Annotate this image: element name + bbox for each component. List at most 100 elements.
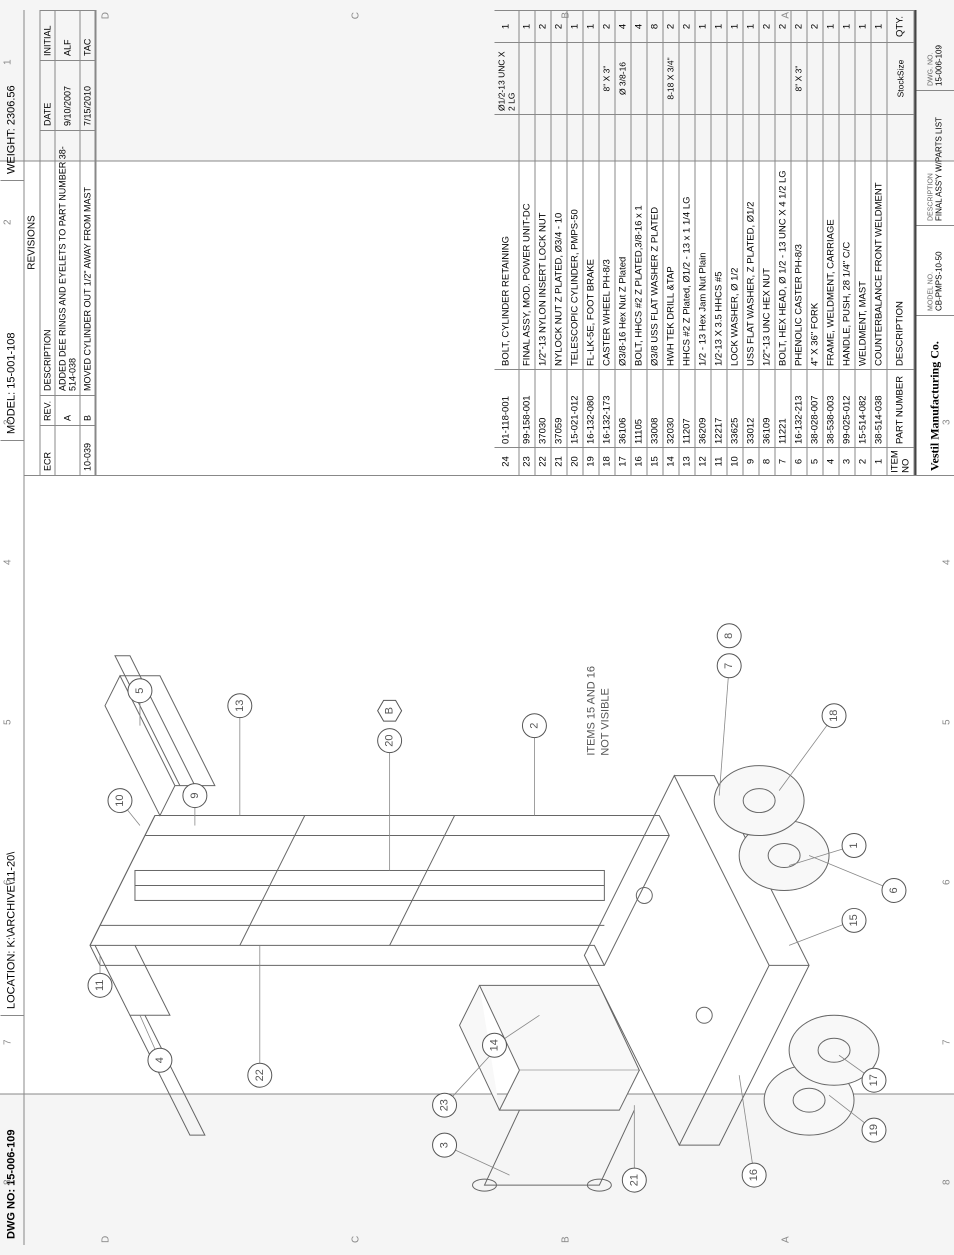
bom-stock-size	[871, 42, 886, 114]
bom-item-no: 5	[807, 447, 822, 475]
bom-hdr-part: PART NUMBER	[887, 369, 913, 447]
svg-text:2: 2	[528, 723, 540, 729]
zone-row: B	[560, 12, 571, 19]
bom-row: 17 36106 Ø3/8-16 Hex Nut Z Plated Ø 3/8-…	[615, 10, 631, 475]
bom-qty: 8	[647, 10, 662, 42]
bom-description: 1/2 - 13 Hex Jam Nut Plain	[695, 114, 710, 369]
bom-qty: 2	[807, 10, 822, 42]
zone-row: D	[100, 12, 111, 19]
drawing-note: ITEMS 15 AND 16NOT VISIBLE	[585, 666, 611, 756]
bom-stock-size	[567, 42, 582, 114]
bom-row: 12 36209 1/2 - 13 Hex Jam Nut Plain 1	[695, 10, 711, 475]
bom-description: WELDMENT, MAST	[855, 114, 870, 369]
bom-item-no: 17	[615, 447, 630, 475]
location-label: LOCATION:	[6, 951, 18, 1009]
bom-stock-size	[823, 42, 838, 114]
bom-row: 21 37059 NYLOCK NUT Z PLATED, Ø3/4 - 10 …	[551, 10, 567, 475]
bom-qty: 1	[871, 10, 886, 42]
page-landscape: 8 7 6 5 4 3 2 1 8 7 6 5 4 3 D C B A D C …	[0, 10, 954, 1245]
tb-dwg-value: 15-006-109	[934, 14, 943, 86]
balloon: 5	[127, 679, 151, 703]
bom-description: FL-LK-5E, FOOT BRAKE	[583, 114, 598, 369]
bom-row: 7 11221 BOLT, HEX HEAD, Ø 1/2 - 13 UNC X…	[775, 10, 791, 475]
balloon: 10	[107, 789, 131, 813]
bom-part-no: 38-028-007	[807, 369, 822, 447]
bom-qty: 1	[823, 10, 838, 42]
bom-part-no: 32030	[663, 369, 678, 447]
bom-row: 23 99-158-001 FINAL ASSY, MOD. POWER UNI…	[519, 10, 535, 475]
bom-description: 1/2-13 X 3.5 HHCS #5	[711, 114, 726, 369]
assembly-drawing: 1110452291320B3231422116781917151618 ITE…	[24, 476, 954, 1245]
tb-dwg-no: DWG. NO. 15-006-109	[916, 10, 954, 90]
bom-description: BOLT, HEX HEAD, Ø 1/2 - 13 UNC X 4 1/2 L…	[775, 114, 790, 369]
balloon: 17	[862, 1068, 886, 1092]
bom-item-no: 10	[727, 447, 742, 475]
bom-part-no: 33012	[743, 369, 758, 447]
bom-hdr-item: ITEM NO	[887, 447, 913, 475]
svg-text:6: 6	[887, 887, 899, 893]
bom-description: USS FLAT WASHER, Z PLATED, Ø1/2	[743, 114, 758, 369]
bom-stock-size	[775, 42, 790, 114]
rev-hdr-init: INITIAL	[40, 10, 54, 60]
bom-stock-size: Ø1/2-13 UNC X 2 LG	[494, 42, 518, 114]
tb-model-value: CB-PMPS-10-50	[934, 230, 943, 311]
bom-stock-size	[631, 42, 646, 114]
rev-date: 7/15/2010	[80, 60, 94, 130]
bom-row: 1 38-514-038 COUNTERBALANCE FRONT WELDME…	[871, 10, 887, 475]
bom-item-no: 24	[494, 447, 518, 475]
bom-part-no: 38-538-003	[823, 369, 838, 447]
bom-part-no: 11105	[631, 369, 646, 447]
zone-col: 5	[2, 719, 13, 725]
drawing-sheet: 8 7 6 5 4 3 2 1 8 7 6 5 4 3 D C B A D C …	[0, 161, 954, 1095]
rev-desc: MOVED CYLINDER OUT 1/2" AWAY FROM MAST	[80, 130, 94, 395]
svg-text:10: 10	[113, 794, 125, 806]
bom-item-no: 15	[647, 447, 662, 475]
bom-description: NYLOCK NUT Z PLATED, Ø3/4 - 10	[551, 114, 566, 369]
balloon: B	[377, 700, 401, 721]
bom-row: 11 12217 1/2-13 X 3.5 HHCS #5 1	[711, 10, 727, 475]
bom-item-no: 8	[759, 447, 774, 475]
balloon: 21	[622, 1168, 646, 1192]
bom-stock-size: 8" X 3"	[599, 42, 614, 114]
bom-stock-size: 8-18 X 3/4"	[663, 42, 678, 114]
rev-date: 9/10/2007	[55, 60, 79, 130]
bom-qty: 1	[855, 10, 870, 42]
bom-description: HHCS #2 Z Plated, Ø1/2 - 13 x 1 1/4 LG	[679, 114, 694, 369]
balloon: 19	[862, 1118, 886, 1142]
zone-row: A	[780, 12, 791, 19]
bom-stock-size	[695, 42, 710, 114]
rev-hdr-date: DATE	[40, 60, 54, 130]
bom-stock-size	[583, 42, 598, 114]
bom-item-no: 14	[663, 447, 678, 475]
svg-text:13: 13	[233, 700, 245, 712]
svg-text:11: 11	[94, 980, 106, 991]
bom-row: 10 33625 LOCK WASHER, Ø 1/2 1	[727, 10, 743, 475]
bom-description: LOCK WASHER, Ø 1/2	[727, 114, 742, 369]
bom-stock-size: 8" X 3"	[791, 42, 806, 114]
tb-desc-label: DESCRIPTION	[927, 95, 934, 221]
balloon: 1	[842, 834, 866, 858]
bom-qty: 2	[663, 10, 678, 42]
bom-description: FINAL ASSY, MOD. POWER UNIT-DC	[519, 114, 534, 369]
bom-stock-size	[679, 42, 694, 114]
bom-qty: 1	[711, 10, 726, 42]
bom-row: 22 37030 1/2"-13 NYLON INSERT LOCK NUT 2	[535, 10, 551, 475]
bom-item-no: 16	[631, 447, 646, 475]
bom-row: 8 36109 1/2"-13 UNC HEX NUT 2	[759, 10, 775, 475]
tb-description: DESCRIPTION FINAL ASS'Y W/PARTS LIST	[916, 90, 954, 225]
zone-col: 2	[2, 219, 13, 225]
bom-part-no: 15-514-082	[855, 369, 870, 447]
bom-table: 24 01-118-001 BOLT, CYLINDER RETAINING Ø…	[494, 10, 914, 475]
bom-row: 4 38-538-003 FRAME, WELDMENT, CARRIAGE 1	[823, 10, 839, 475]
bom-part-no: 16-132-173	[599, 369, 614, 447]
bom-stock-size	[711, 42, 726, 114]
balloon: 14	[482, 1033, 506, 1057]
svg-text:21: 21	[628, 1174, 640, 1186]
bom-qty: 1	[583, 10, 598, 42]
bom-description: Ø3/8-16 Hex Nut Z Plated	[615, 114, 630, 369]
bom-row: 3 99-025-012 HANDLE, PUSH, 28 1/4" C/C 1	[839, 10, 855, 475]
rev-rev: A	[55, 395, 79, 425]
svg-text:7: 7	[723, 663, 735, 669]
rev-hdr-rev: REV.	[40, 395, 54, 425]
revisions-title: REVISIONS	[24, 10, 40, 475]
